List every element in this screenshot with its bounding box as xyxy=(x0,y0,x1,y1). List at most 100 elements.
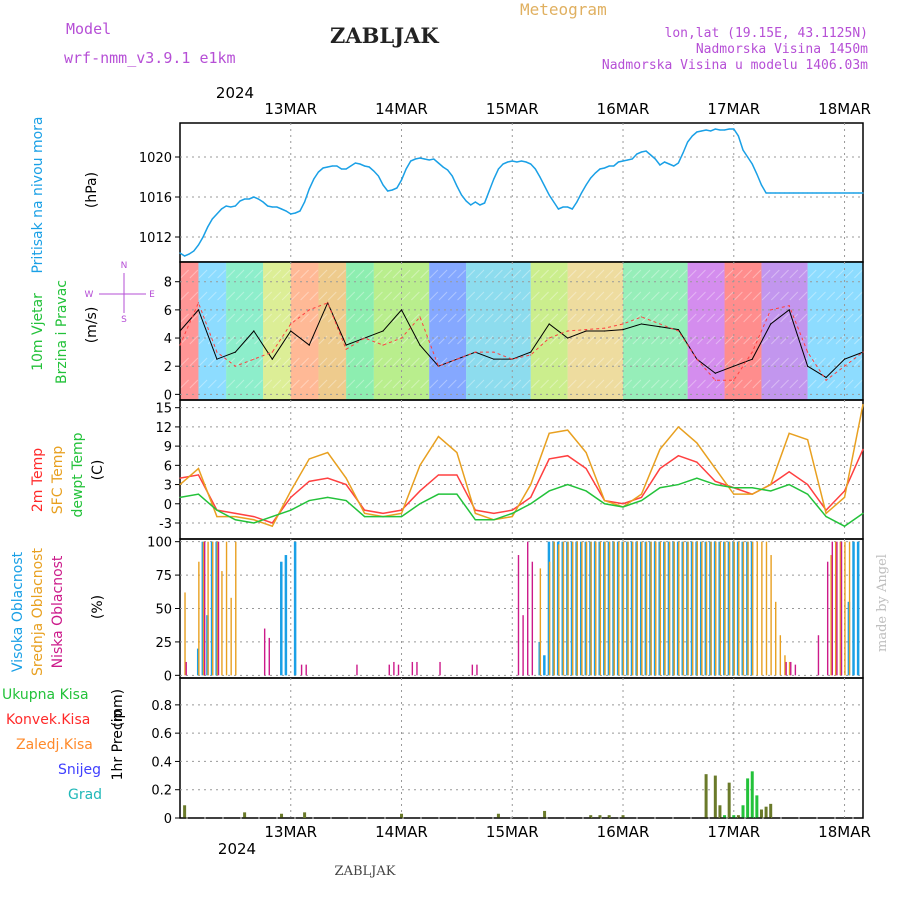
data-point xyxy=(456,493,458,495)
data-point xyxy=(548,490,550,492)
wind-arrow xyxy=(706,357,716,367)
wind-field-band xyxy=(429,262,467,400)
data-point xyxy=(848,192,850,194)
data-point xyxy=(567,483,569,486)
cloud-bar xyxy=(751,541,754,676)
wind-arrow xyxy=(854,269,863,279)
data-point xyxy=(327,496,329,498)
data-point xyxy=(622,328,624,331)
data-point xyxy=(585,184,587,186)
data-point xyxy=(400,309,403,311)
data-point xyxy=(788,432,790,434)
wind-arrow xyxy=(512,335,522,345)
wind-arrow xyxy=(438,357,448,367)
wind-arrow xyxy=(300,313,309,323)
wind-arrow xyxy=(374,313,383,323)
cloud-bar xyxy=(627,541,629,676)
data-point xyxy=(714,128,716,130)
data-point xyxy=(184,255,186,257)
data-point xyxy=(719,129,721,131)
wind-arrow xyxy=(475,291,485,301)
data-point xyxy=(216,213,218,215)
wind-field-band xyxy=(623,262,688,400)
cloud-bar xyxy=(848,541,851,676)
cloud-bar xyxy=(631,541,634,676)
pressure-panel: Pritisak na nivou mora (hPa) 1012 1016 102… xyxy=(30,116,864,274)
data-point xyxy=(207,226,209,228)
wind-arrow xyxy=(706,313,716,323)
wind-arrow xyxy=(530,335,540,345)
data-point xyxy=(442,166,444,168)
wind-arrow xyxy=(752,335,762,345)
wind-arrow xyxy=(494,335,503,345)
wind-arrow xyxy=(346,313,356,323)
wind-arrow xyxy=(558,335,568,345)
wind-arrow xyxy=(817,357,826,367)
y-tick-label: 3 xyxy=(164,479,172,494)
bottom-day-labels: 13MAR 14MAR 15MAR 16MAR 17MAR 18MAR xyxy=(264,823,871,841)
wind-arrow xyxy=(457,291,466,301)
wind-arrow xyxy=(475,357,485,367)
data-point xyxy=(322,167,324,169)
wind-arrow xyxy=(567,335,577,345)
wind-arrow xyxy=(844,269,854,279)
wind-arrow xyxy=(567,269,577,279)
data-point xyxy=(419,344,421,346)
wind-arrow xyxy=(318,379,328,389)
data-point xyxy=(714,379,716,381)
wind-arrow xyxy=(254,357,263,367)
series-line xyxy=(179,477,864,528)
data-point xyxy=(234,515,236,518)
data-point xyxy=(363,515,366,518)
wind-arrow xyxy=(817,313,826,323)
data-point xyxy=(857,192,859,194)
data-point xyxy=(548,194,550,196)
wind-arrow xyxy=(401,335,411,345)
cloud-bar xyxy=(715,541,717,676)
data-point xyxy=(622,503,624,505)
bottom-day-label: 15MAR xyxy=(486,823,539,841)
wind-arrow xyxy=(475,313,485,323)
wind-arrow xyxy=(614,379,623,389)
data-point xyxy=(327,166,329,168)
model-label: Model xyxy=(66,20,111,38)
wind-arrow xyxy=(180,291,189,301)
cloud-bar xyxy=(775,601,777,676)
cloud-bar xyxy=(576,541,578,676)
wind-subtitle: Brzina i Pravac xyxy=(54,280,70,384)
y-tick-label: 50 xyxy=(155,603,172,618)
wind-arrow xyxy=(198,269,208,279)
wind-arrow xyxy=(281,269,291,279)
data-point xyxy=(622,323,624,325)
wind-arrow xyxy=(291,291,300,301)
wind-arrow xyxy=(743,313,752,323)
data-point xyxy=(843,358,846,360)
data-point xyxy=(659,448,661,450)
data-point xyxy=(225,205,227,207)
data-point xyxy=(290,323,292,325)
precip-bar xyxy=(736,815,740,818)
wind-arrow xyxy=(263,379,273,389)
wind-arrow xyxy=(715,335,725,345)
data-point xyxy=(594,172,596,174)
wind-arrow xyxy=(835,379,845,389)
data-point xyxy=(216,358,218,360)
wind-arrow xyxy=(503,291,513,301)
data-point xyxy=(363,337,366,339)
wind-arrow xyxy=(420,269,429,279)
data-point xyxy=(239,200,241,202)
data-point xyxy=(751,487,753,489)
wind-arrow xyxy=(207,379,217,389)
wind-arrow xyxy=(798,313,808,323)
data-point xyxy=(179,477,181,479)
data-point xyxy=(562,206,564,208)
y-tick-label: 8 xyxy=(164,276,172,291)
wind-arrow xyxy=(752,357,762,367)
data-point xyxy=(654,158,656,160)
wind-arrow xyxy=(411,313,420,323)
data-point xyxy=(534,168,536,170)
wind-arrow xyxy=(411,335,420,345)
data-point xyxy=(456,185,458,187)
wind-arrow xyxy=(567,291,577,301)
wind-arrow xyxy=(780,335,789,345)
